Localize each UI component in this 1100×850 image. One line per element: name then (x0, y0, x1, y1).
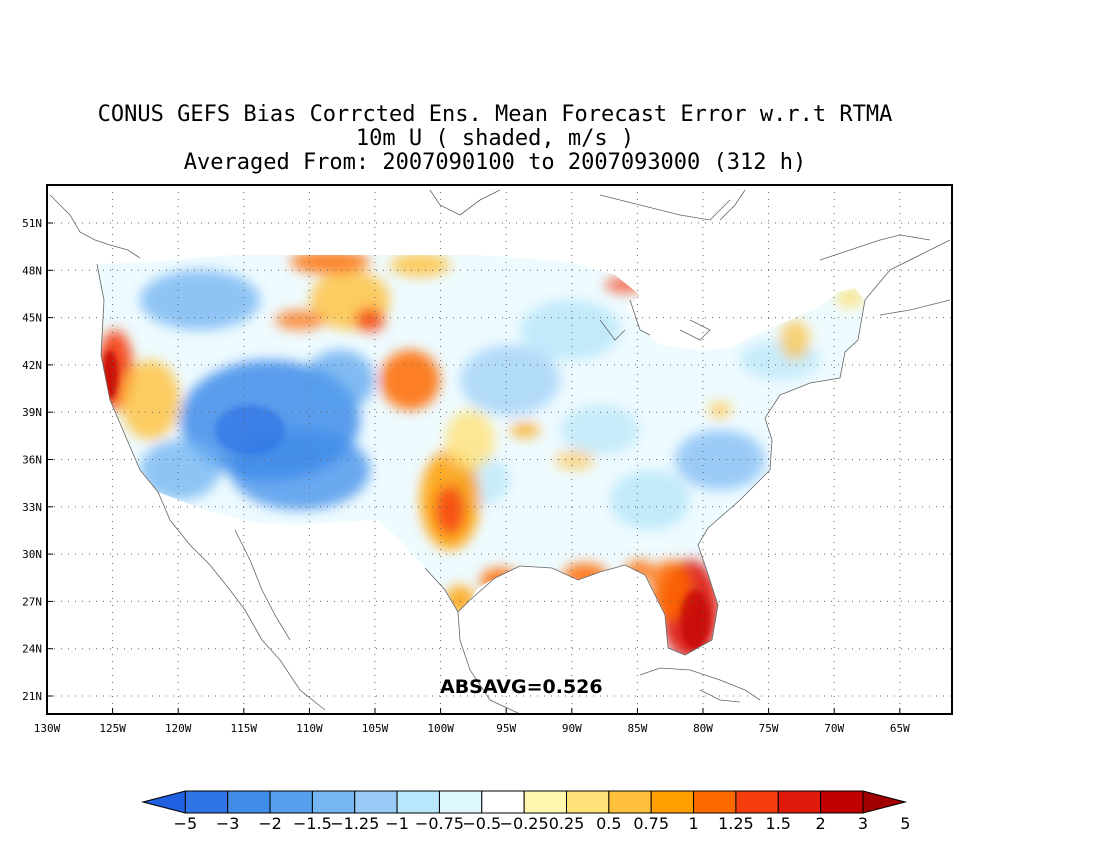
colorbar-label: −0.25 (500, 814, 549, 833)
colorbar-swatch (650, 790, 695, 814)
colorbar-label: −0.5 (462, 814, 501, 833)
colorbar-label: −1.25 (330, 814, 379, 833)
colorbar-swatch (396, 790, 440, 814)
colorbar-swatch (735, 790, 779, 814)
colorbar-label: 1.25 (718, 814, 754, 833)
lon-tick-label: 85W (627, 722, 647, 735)
lat-tick-label: 21N (22, 690, 42, 703)
colorbar-label: −0.75 (415, 814, 464, 833)
coastlines (49, 189, 951, 715)
lat-tick-label: 39N (22, 406, 42, 419)
colorbar-label: 1 (688, 814, 698, 833)
colorbar-label: 0.5 (596, 814, 621, 833)
colorbar-swatch (820, 790, 864, 814)
colorbar: −5 −3 −2 −1.5−1.25 −1 −0.75−0.5−0.25 0.25 0.5 0.… (141, 790, 910, 833)
title-line-2: 10m U ( shaded, m/s ) (355, 126, 635, 151)
colorbar-swatch (777, 790, 822, 814)
colorbar-swatch (354, 790, 398, 814)
longitude-axis: 130W 125W 120W 115W 110W 105W 100W 95W 90W 85W 80W… (34, 708, 910, 735)
lat-tick-label: 30N (22, 548, 42, 561)
colorbar-swatch (608, 790, 652, 814)
colorbar-label: −5 (174, 814, 198, 833)
lon-tick-label: 80W (693, 722, 713, 735)
colorbar-label: 0.25 (549, 814, 585, 833)
colorbar-label: 5 (900, 814, 910, 833)
colorbar-label: 0.75 (633, 814, 669, 833)
colorbar-swatch (693, 790, 737, 814)
lat-tick-label: 45N (22, 312, 42, 325)
lon-tick-label: 110W (296, 722, 323, 735)
colorbar-swatch (269, 790, 313, 814)
absavg-annotation: ABSAVG=0.526 (440, 676, 603, 698)
lon-tick-label: 95W (496, 722, 516, 735)
colorbar-swatch (481, 790, 525, 814)
colorbar-label: 2 (816, 814, 826, 833)
lat-tick-label: 36N (22, 454, 42, 467)
lat-tick-label: 51N (22, 217, 42, 230)
title-line-1: CONUS GEFS Bias Corrcted Ens. Mean Forec… (97, 102, 893, 127)
colorbar-label: −1 (385, 814, 409, 833)
lon-tick-label: 130W (34, 722, 61, 735)
lon-tick-label: 125W (99, 722, 126, 735)
lat-tick-label: 42N (22, 359, 42, 372)
colorbar-swatch (438, 790, 483, 814)
colorbar-label: −2 (258, 814, 282, 833)
plot-frame (46, 184, 953, 715)
lon-tick-label: 65W (890, 722, 910, 735)
lon-tick-label: 115W (231, 722, 258, 735)
lon-tick-label: 100W (427, 722, 454, 735)
lat-tick-label: 27N (22, 595, 42, 608)
colorbar-swatch (311, 790, 356, 814)
lat-tick-label: 33N (22, 501, 42, 514)
colorbar-swatch (523, 790, 568, 814)
colorbar-label: 3 (858, 814, 868, 833)
lon-tick-label: 70W (824, 722, 844, 735)
lat-tick-label: 48N (22, 264, 42, 277)
colorbar-swatch (566, 790, 610, 814)
colorbar-swatch (862, 790, 908, 814)
colorbar-label: −1.5 (293, 814, 332, 833)
colorbar-swatch (141, 790, 186, 814)
lon-tick-label: 105W (362, 722, 389, 735)
title-line-3: Averaged From: 2007090100 to 2007093000 … (183, 150, 807, 175)
colorbar-swatch (184, 790, 229, 814)
lon-tick-label: 90W (562, 722, 582, 735)
colorbar-swatch (227, 790, 271, 814)
shaded-field (97, 255, 865, 655)
latitude-axis: 51N 48N 45N 42N 39N 36N 33N 30N 27N 24N 21N (22, 217, 53, 703)
lon-tick-label: 75W (759, 722, 779, 735)
lat-tick-label: 24N (22, 643, 42, 656)
lon-tick-label: 120W (165, 722, 192, 735)
colorbar-label: 1.5 (766, 814, 791, 833)
colorbar-label: −3 (216, 814, 240, 833)
